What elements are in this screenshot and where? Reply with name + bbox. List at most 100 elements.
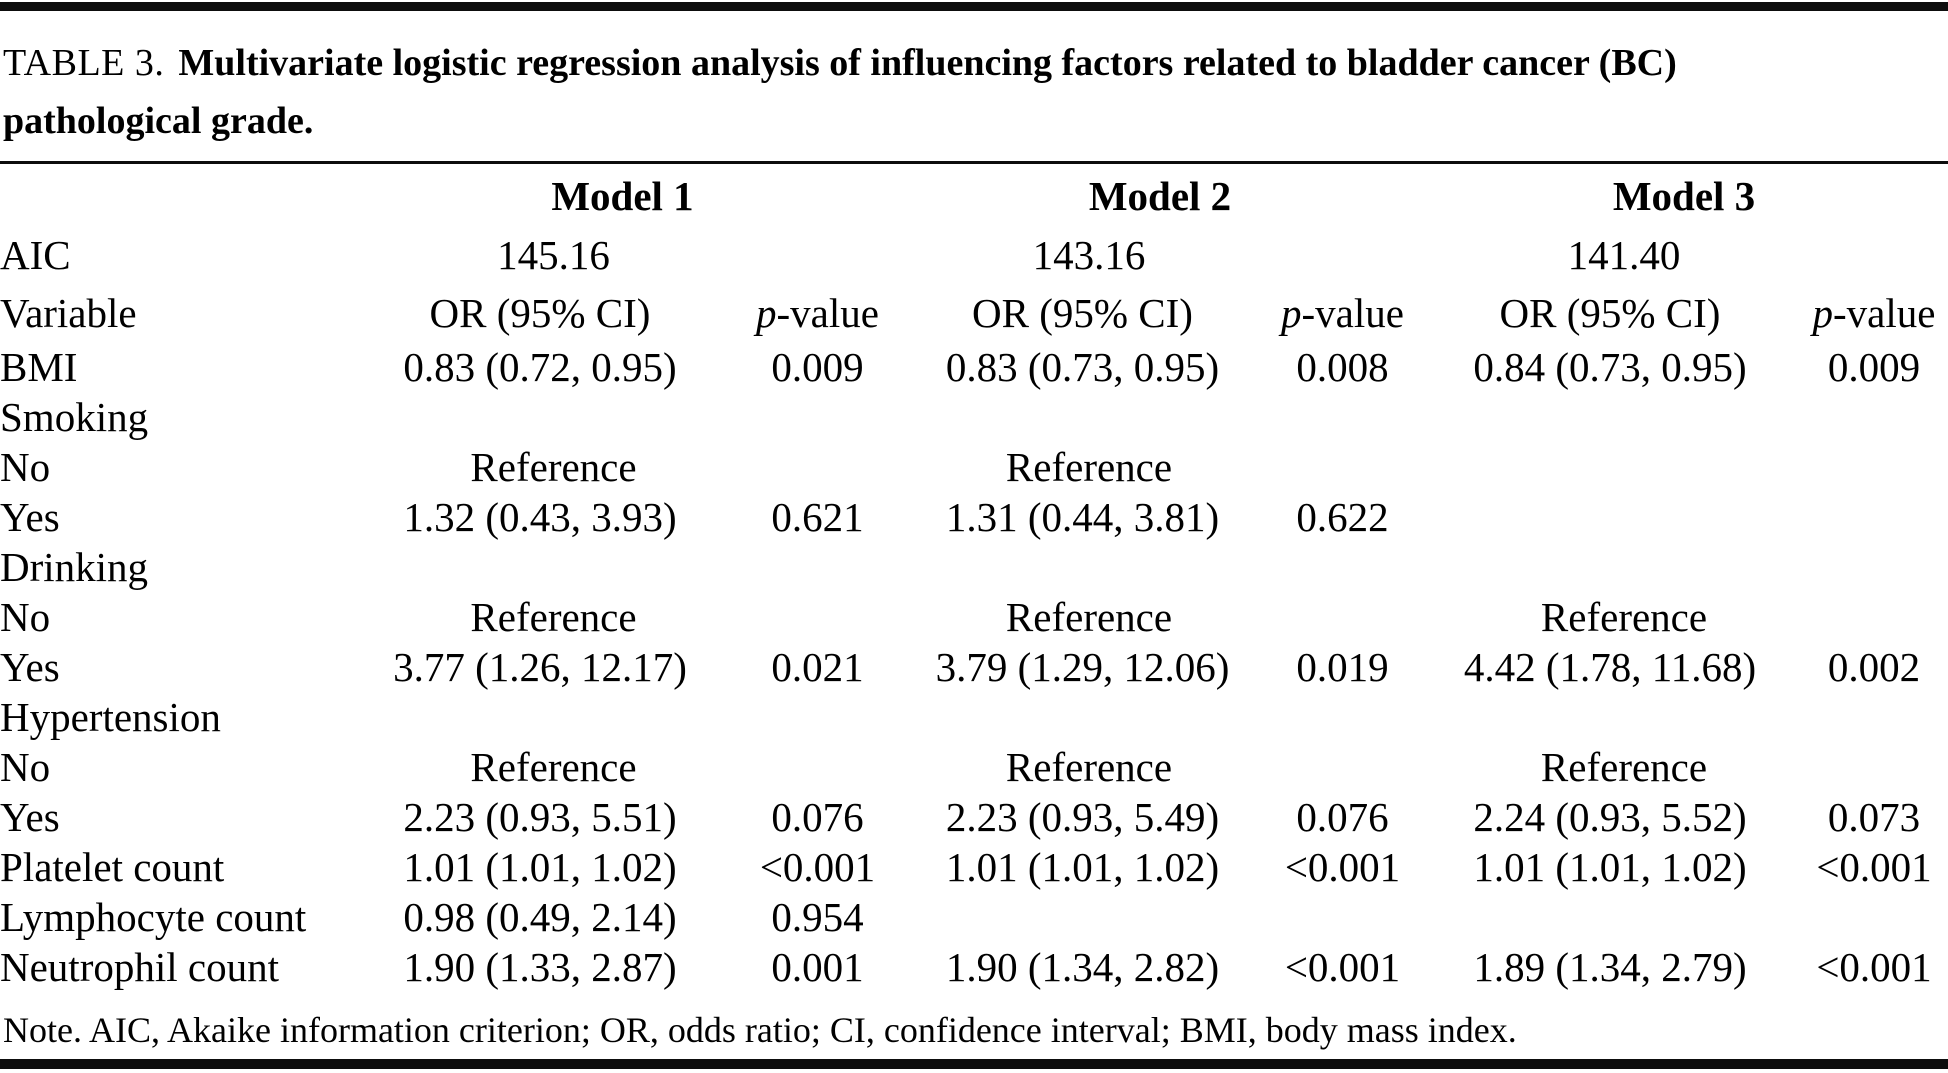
or-cell: 1.01 (1.01, 1.02)	[1473, 844, 1747, 890]
table-caption: TABLE 3. Multivariate logistic regression…	[3, 34, 1947, 150]
p-cell: 0.021	[771, 644, 864, 690]
or-cell: 0.83 (0.73, 0.95)	[945, 344, 1220, 390]
p-cell: 0.622	[1296, 494, 1389, 540]
table-caption-line2: pathological grade.	[3, 100, 314, 142]
variable-cell: Neutrophil count	[0, 944, 279, 990]
table-row-bmi: BMI 0.83 (0.72, 0.95) 0.009 0.83 (0.73, …	[0, 342, 1948, 392]
or-cell: Reference	[470, 594, 637, 640]
or-cell: Reference	[470, 744, 637, 790]
p-cell: 0.008	[1296, 344, 1389, 390]
p-column-header-model2: p-value	[1281, 290, 1404, 336]
bottom-border-bar	[0, 1059, 1948, 1069]
or-cell: 1.31 (0.44, 3.81)	[945, 494, 1220, 540]
table-caption-line1: Multivariate logistic regression analysi…	[178, 42, 1677, 84]
aic-value-model3: 141.40	[1567, 232, 1681, 278]
p-cell	[1265, 442, 1420, 492]
p-cell	[1800, 442, 1948, 492]
or-cell	[1420, 442, 1800, 492]
or-cell: 3.77 (1.26, 12.17)	[393, 644, 687, 690]
or-cell: 2.24 (0.93, 5.52)	[1473, 794, 1747, 840]
p-cell: 0.954	[771, 894, 864, 940]
p-column-header-model3: p-value	[1812, 290, 1936, 336]
p-cell: 0.001	[771, 944, 864, 990]
variable-column-header: Variable	[0, 290, 137, 336]
p-column-header-model1: p-value	[756, 290, 879, 336]
or-cell: 1.01 (1.01, 1.02)	[945, 844, 1220, 890]
model-3-header: Model 3	[1612, 173, 1756, 219]
p-cell: <0.001	[1816, 844, 1932, 890]
table-row-smoking-no: No Reference Reference	[0, 442, 1948, 492]
variable-cell: No	[0, 444, 51, 490]
p-cell: <0.001	[1816, 944, 1932, 990]
p-cell: 0.076	[771, 794, 864, 840]
model-2-header: Model 2	[1088, 173, 1232, 219]
table-row-smoking: Smoking	[0, 392, 1948, 442]
or-cell: 1.89 (1.34, 2.79)	[1473, 944, 1747, 990]
p-cell	[1265, 742, 1420, 792]
table-row-hypertension-yes: Yes 2.23 (0.93, 5.51) 0.076 2.23 (0.93, …	[0, 792, 1948, 842]
p-cell	[1800, 592, 1948, 642]
p-cell	[1800, 892, 1948, 942]
p-cell: 0.621	[771, 494, 864, 540]
p-cell	[735, 442, 900, 492]
variable-cell: Drinking	[0, 544, 149, 590]
table-row-smoking-yes: Yes 1.32 (0.43, 3.93) 0.621 1.31 (0.44, …	[0, 492, 1948, 542]
or-cell: Reference	[1540, 594, 1708, 640]
model-header-spacer	[0, 166, 345, 226]
model-header-row: Model 1 Model 2 Model 3	[0, 166, 1948, 226]
p-cell: 0.073	[1827, 794, 1921, 840]
or-column-header-model2: OR (95% CI)	[972, 290, 1193, 336]
p-cell	[735, 592, 900, 642]
or-cell: 1.32 (0.43, 3.93)	[403, 494, 677, 540]
aic-value-model2: 143.16	[1032, 232, 1146, 278]
or-cell	[900, 892, 1265, 942]
or-cell: 1.90 (1.33, 2.87)	[403, 944, 677, 990]
variable-cell: BMI	[0, 344, 78, 390]
table-row-drinking-yes: Yes 3.77 (1.26, 12.17) 0.021 3.79 (1.29,…	[0, 642, 1948, 692]
p-cell	[1265, 592, 1420, 642]
variable-cell: No	[0, 744, 51, 790]
top-border-bar	[0, 2, 1948, 11]
p-cell: 0.076	[1296, 794, 1389, 840]
p-cell: 0.019	[1296, 644, 1389, 690]
or-cell: 0.83 (0.72, 0.95)	[403, 344, 677, 390]
or-cell: Reference	[1005, 744, 1173, 790]
or-cell: 4.42 (1.78, 11.68)	[1463, 644, 1757, 690]
variable-cell: Yes	[0, 794, 60, 840]
aic-row: AIC 145.16 143.16 141.40	[0, 226, 1948, 284]
or-cell: Reference	[470, 444, 637, 490]
or-cell: Reference	[1005, 594, 1173, 640]
or-cell: 1.01 (1.01, 1.02)	[403, 844, 677, 890]
variable-cell: Yes	[0, 494, 60, 540]
table-row-hypertension: Hypertension	[0, 692, 1948, 742]
p-cell: <0.001	[1284, 944, 1401, 990]
or-cell	[1420, 492, 1800, 542]
variable-cell: Hypertension	[0, 694, 221, 740]
or-cell: 0.98 (0.49, 2.14)	[403, 894, 677, 940]
or-column-header-model1: OR (95% CI)	[429, 290, 651, 336]
p-cell	[735, 742, 900, 792]
aic-label: AIC	[0, 232, 71, 278]
p-cell: 0.002	[1827, 644, 1921, 690]
header-rule	[0, 161, 1948, 164]
or-cell: Reference	[1540, 744, 1708, 790]
variable-cell: No	[0, 594, 51, 640]
or-cell: Reference	[1005, 444, 1173, 490]
p-cell: 0.009	[1827, 344, 1921, 390]
variable-cell: Platelet count	[0, 844, 225, 890]
table-row-lymphocyte-count: Lymphocyte count 0.98 (0.49, 2.14) 0.954	[0, 892, 1948, 942]
model-1-header: Model 1	[551, 173, 694, 219]
table-row-drinking: Drinking	[0, 542, 1948, 592]
regression-table: Model 1 Model 2 Model 3 AIC 145.16 143.1…	[0, 166, 1948, 992]
table-number: TABLE 3.	[3, 42, 165, 84]
p-cell: 0.009	[771, 344, 864, 390]
variable-cell: Smoking	[0, 394, 149, 440]
or-cell: 2.23 (0.93, 5.51)	[403, 794, 677, 840]
or-cell: 1.90 (1.34, 2.82)	[945, 944, 1220, 990]
table-row-neutrophil-count: Neutrophil count 1.90 (1.33, 2.87) 0.001…	[0, 942, 1948, 992]
or-cell: 3.79 (1.29, 12.06)	[935, 644, 1230, 690]
p-cell	[1800, 492, 1948, 542]
or-cell: 0.84 (0.73, 0.95)	[1473, 344, 1747, 390]
p-cell	[1265, 892, 1420, 942]
